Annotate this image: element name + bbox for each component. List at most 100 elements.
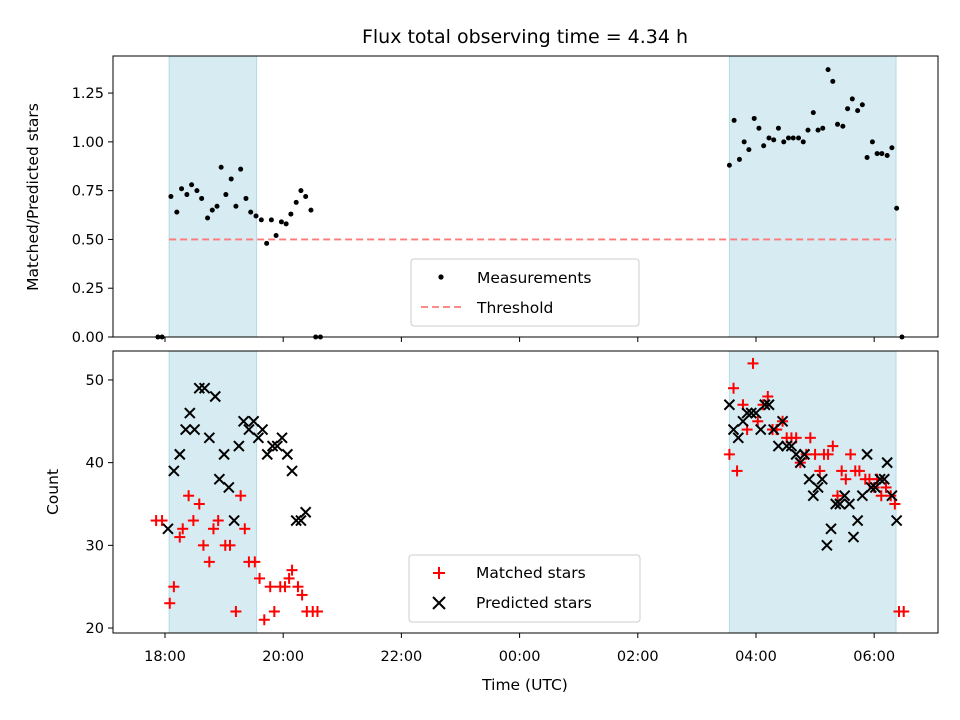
top-y-tick-label-0: 0.00	[72, 330, 104, 346]
predicted-star-point-16	[243, 423, 255, 436]
top-legend-box	[410, 258, 640, 327]
matched-star-point-50	[804, 432, 816, 444]
measurement-point-3	[174, 209, 180, 215]
matched-star-point-67	[880, 481, 892, 493]
measurement-point-6	[189, 182, 195, 188]
predicted-star-point-26	[290, 514, 302, 527]
measurement-point-44	[781, 139, 787, 145]
predicted-star-point-64	[878, 473, 890, 485]
measurement-point-12	[218, 164, 224, 170]
matched-star-point-54	[822, 448, 834, 460]
predicted-star-point-18	[252, 432, 265, 444]
predicted-star-point-60	[861, 448, 873, 461]
measurement-point-51	[815, 127, 821, 133]
legend-predicted-marker	[432, 596, 446, 610]
measurement-point-33	[726, 162, 732, 168]
measurement-point-28	[298, 188, 304, 194]
predicted-star-point-61	[865, 481, 877, 494]
predicted-star-point-37	[759, 399, 771, 411]
measurement-point-41	[766, 135, 772, 141]
matched-star-point-1	[156, 515, 168, 527]
measurement-point-46	[790, 135, 796, 141]
x-tick-label-5: 04:00	[735, 649, 777, 665]
measurement-point-36	[741, 139, 747, 145]
predicted-star-point-50	[816, 473, 828, 485]
measurement-point-5	[184, 192, 190, 198]
matched-star-point-25	[279, 581, 291, 593]
legend-measurements-label: Measurements	[477, 269, 592, 287]
top-y-tick-label-3: 0.75	[72, 184, 104, 200]
predicted-star-point-10	[213, 473, 226, 485]
predicted-star-point-21	[266, 440, 279, 452]
bottom-legend-box	[408, 554, 641, 623]
predicted-star-point-4	[184, 407, 196, 419]
top-y-tick-label-2: 0.50	[72, 232, 104, 248]
matched-star-point-3	[168, 581, 180, 593]
matched-star-point-61	[853, 465, 865, 477]
ratio-panel: 0.00 0.25 0.50 0.75 1.00 1.25 Matched/Predict…	[24, 55, 939, 346]
predicted-star-point-63	[874, 473, 886, 485]
matched-star-point-26	[283, 572, 295, 584]
bottom-y-tick-label-1: 30	[86, 538, 104, 554]
measurement-point-48	[800, 139, 806, 145]
x-tick-label-0: 18:00	[144, 649, 186, 665]
measurement-point-67	[894, 205, 900, 211]
matched-star-point-19	[249, 556, 261, 568]
matched-star-point-33	[723, 448, 735, 460]
predicted-star-point-0	[162, 523, 174, 535]
measurement-point-64	[879, 151, 885, 157]
measurement-point-37	[746, 147, 752, 153]
measurement-point-34	[731, 117, 737, 123]
x-tick-label-3: 00:00	[499, 649, 541, 665]
top-y-axis-label: Matched/Predicted stars	[24, 103, 42, 291]
predicted-star-point-49	[812, 481, 824, 494]
predicted-star-point-56	[843, 498, 856, 510]
predicted-star-point-29	[723, 399, 736, 411]
matched-star-point-20	[254, 572, 266, 584]
bottom-y-tick-label-0: 20	[86, 621, 104, 637]
measurement-point-26	[288, 211, 294, 217]
measurement-point-59	[855, 108, 861, 114]
top-y-ticks: 0.00 0.25 0.50 0.75 1.00 1.25	[72, 86, 113, 346]
measurement-point-43	[775, 125, 781, 131]
legend-matched-marker	[433, 567, 445, 579]
predicted-star-point-36	[755, 423, 767, 436]
measurement-point-8	[199, 195, 205, 201]
top-x-ticks	[164, 337, 875, 342]
measurement-point-66	[889, 145, 895, 151]
predicted-star-point-23	[276, 432, 288, 444]
predicted-star-point-5	[188, 423, 201, 436]
predicted-star-point-47	[803, 473, 815, 485]
predicted-star-point-11	[218, 448, 230, 461]
predicted-star-point-41	[776, 415, 789, 428]
matched-star-point-35	[731, 465, 743, 477]
matched-star-point-69	[889, 498, 901, 510]
measurement-point-45	[785, 135, 791, 141]
matched-star-point-40	[757, 399, 769, 411]
matched-star-point-2	[164, 597, 176, 609]
measurement-point-29	[303, 194, 309, 199]
matched-star-point-14	[224, 539, 236, 551]
predicted-star-point-65	[881, 456, 893, 469]
bottom-x-ticks: 18:00 20:00 22:00 00:00 02:00 04:00 06:00	[144, 633, 895, 665]
measurement-point-22	[268, 217, 274, 223]
matched-star-point-4	[174, 531, 186, 543]
measurement-point-65	[884, 153, 890, 159]
predicted-star-point-22	[271, 440, 283, 452]
x-tick-label-2: 22:00	[380, 649, 422, 665]
measurement-point-11	[214, 203, 220, 209]
top-legend: Measurements Threshold	[410, 258, 640, 327]
measurement-point-2	[168, 194, 174, 199]
top-axes-frame	[112, 55, 939, 338]
measurement-point-54	[830, 78, 836, 84]
x-tick-label-4: 02:00	[617, 649, 659, 665]
predicted-star-point-27	[295, 514, 307, 527]
matched-star-point-66	[875, 490, 887, 502]
measurement-point-24	[278, 219, 284, 225]
measurement-point-58	[849, 96, 855, 102]
matched-star-point-57	[836, 465, 848, 477]
matched-star-point-21	[258, 614, 270, 626]
predicted-star-point-12	[223, 481, 235, 494]
measurement-point-60	[859, 102, 865, 108]
